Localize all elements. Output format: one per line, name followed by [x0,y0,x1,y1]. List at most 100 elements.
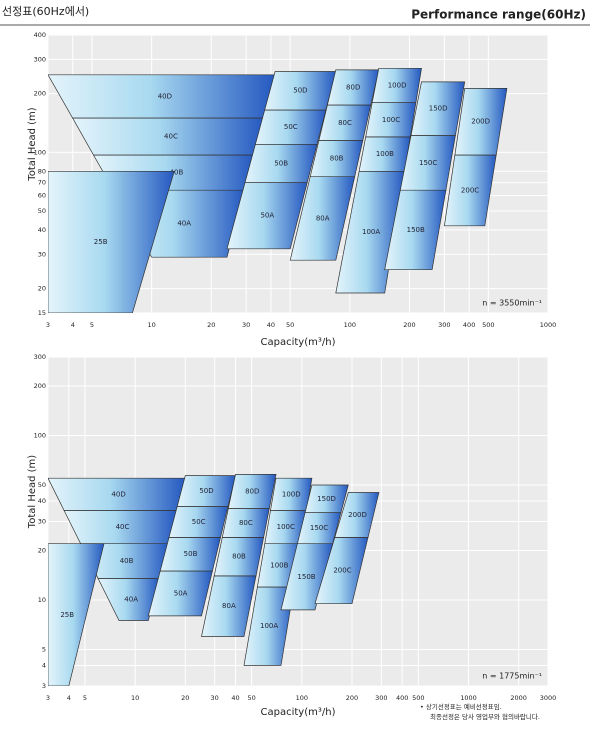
x-tick-label: 5 [90,321,94,329]
x-tick-label: 300 [438,321,450,329]
region-label: 150C [419,159,437,167]
range-region [304,484,349,513]
region-label: 40D [158,92,172,100]
y-tick-label: 3 [42,682,46,690]
footnote: 최종선정은 당사 영업부와 협의바랍니다. [430,712,540,721]
y-tick-label: 200 [34,382,46,390]
range-region [48,170,175,313]
y-tick-label: 10 [38,596,46,604]
x-tick-label: 1000 [460,694,477,702]
y-tick-label: 80 [38,167,46,175]
range-region [48,543,105,686]
region-label: 40D [111,490,125,498]
x-tick-label: 400 [396,694,408,702]
x-tick-label: 300 [375,694,387,702]
y-tick-label: 100 [34,148,46,156]
x-tick-label: 20 [207,321,215,329]
region-label: 50D [199,487,213,495]
region-label: 50C [284,123,298,131]
y-tick-label: 20 [38,285,46,293]
annotation: n = 3550min⁻¹ [482,299,542,308]
region-label: 50A [174,589,188,597]
region-label: 25B [60,611,74,619]
region-label: 100C [277,523,295,531]
region-label: 80D [346,83,360,91]
x-axis-label: Capacity(m³/h) [261,337,336,348]
x-tick-label: 50 [286,321,294,329]
region-label: 100A [362,228,380,236]
x-tick-label: 30 [211,694,219,702]
annotation: n = 1775min⁻¹ [482,672,542,681]
x-tick-label: 4 [67,694,71,702]
region-label: 150B [297,573,315,581]
region-label: 150D [317,495,336,503]
region-label: 25B [94,238,108,246]
region-label: 50C [192,518,206,526]
header-left: 선정표(60Hz에서) [2,5,89,18]
y-tick-label: 40 [38,226,46,234]
y-tick-label: 60 [38,192,46,200]
region-label: 100A [260,622,278,630]
x-tick-label: 5 [83,694,87,702]
footnote: • 상기선정표는 예비선정표임. [420,702,502,711]
x-tick-label: 400 [463,321,475,329]
range-region [410,81,466,136]
region-label: 200D [348,511,367,519]
y-tick-label: 100 [34,431,46,439]
region-label: 100B [376,150,394,158]
y-tick-label: 50 [38,481,46,489]
x-axis-label: Capacity(m³/h) [261,707,336,718]
region-label: 40B [170,169,184,177]
y-tick-label: 4 [42,661,46,669]
y-tick-label: 15 [38,309,46,317]
range-region [371,67,422,103]
x-tick-label: 500 [482,321,494,329]
region-label: 50B [274,159,288,167]
x-tick-label: 500 [412,694,424,702]
x-tick-label: 1000 [540,321,557,329]
x-tick-label: 40 [231,694,239,702]
x-tick-label: 200 [346,694,358,702]
range-region [227,474,277,509]
x-tick-label: 10 [131,694,139,702]
range-region [326,69,380,106]
region-label: 40C [116,523,130,531]
y-tick-label: 400 [34,31,46,39]
y-tick-label: 300 [34,353,46,361]
y-tick-label: 30 [38,518,46,526]
x-tick-label: 20 [181,694,189,702]
region-label: 40C [164,132,178,140]
x-tick-label: 10 [147,321,155,329]
region-label: 100D [282,490,301,498]
y-tick-label: 40 [38,497,46,505]
header-right: Performance range(60Hz) [411,8,586,22]
x-tick-label: 50 [248,694,256,702]
region-label: 80A [222,602,236,610]
y-tick-label: 200 [34,90,46,98]
x-tick-label: 3 [46,694,50,702]
region-label: 200C [333,567,351,575]
region-label: 100D [388,81,407,89]
y-tick-label: 20 [38,546,46,554]
region-label: 200C [461,186,479,194]
region-label: 50B [184,550,198,558]
x-tick-label: 30 [242,321,250,329]
region-label: 80C [338,119,352,127]
region-label: 40A [177,220,191,228]
x-tick-label: 200 [403,321,415,329]
y-tick-label: 30 [38,250,46,258]
region-label: 40A [124,596,138,604]
region-label: 150B [407,226,425,234]
regions: 40A 40B 40C 40D 50A 50B 50C 50D 80A 80B 80C 80D 100A… [48,474,380,686]
y-tick-label: 5 [42,646,46,654]
range-region [334,492,380,538]
region-label: 200D [471,118,490,126]
region-label: 150D [429,105,448,113]
region-label: 100C [382,116,400,124]
region-label: 80C [239,519,253,527]
range-region [176,475,236,507]
y-axis-label: Total Head (m) [27,107,38,182]
region-label: 80A [316,214,330,222]
region-label: 40B [120,557,134,565]
